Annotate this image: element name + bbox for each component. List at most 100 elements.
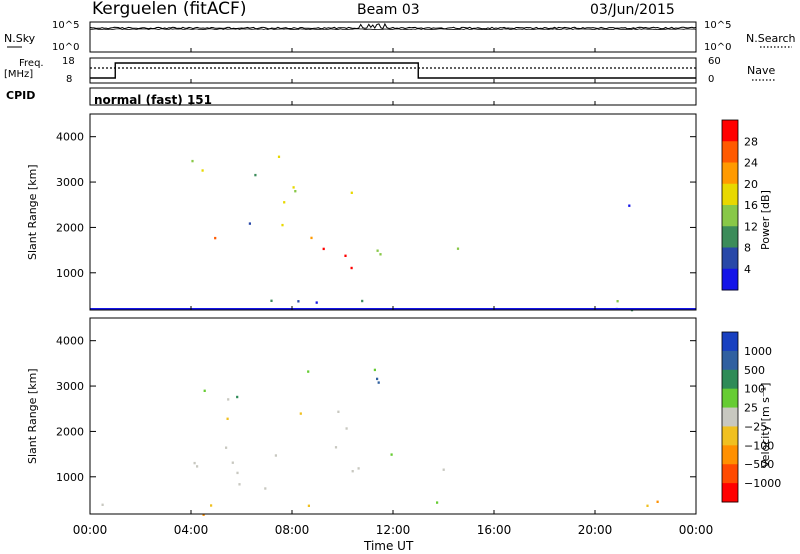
velocity-echo-cell xyxy=(236,471,239,475)
power-echo-cell xyxy=(616,300,619,303)
nave-tick-top: 60 xyxy=(708,56,721,67)
date-title: 03/Jun/2015 xyxy=(590,2,675,18)
power-echo-cell xyxy=(344,254,347,257)
power-echo-cell xyxy=(361,299,364,303)
power-echo-cell xyxy=(315,301,318,304)
velocity-echo-cell xyxy=(202,513,205,516)
velocity-colorbar-tick-label: −500 xyxy=(744,458,774,471)
velocity-ylabel: Slant Range [km] xyxy=(26,368,39,464)
power-colorbar-swatch xyxy=(722,141,738,163)
velocity-colorbar-swatch xyxy=(722,483,738,503)
freq-tick-top: 18 xyxy=(62,56,75,67)
power-colorbar-tick-label: 20 xyxy=(744,178,758,191)
time-tick-label: 08:00 xyxy=(275,523,310,537)
velocity-echo-layer xyxy=(101,368,659,516)
freq-tick-bottom: 8 xyxy=(66,74,72,85)
power-plot-background xyxy=(90,114,696,310)
power-colorbar-tick-label: 24 xyxy=(744,157,758,170)
power-echo-cell xyxy=(350,266,353,270)
power-colorbar-tick-label: 4 xyxy=(744,263,751,276)
velocity-colorbar-swatch xyxy=(722,426,738,446)
velocity-colorbar: 1000 500 100 25 −25 −100 −500 −1000 xyxy=(721,331,781,503)
power-ytick-label: 4000 xyxy=(56,131,84,144)
power-colorbar-tick-label: 8 xyxy=(744,242,751,255)
velocity-yaxis: 4000 3000 2000 1000 xyxy=(56,335,696,484)
noise-sky-series xyxy=(89,22,697,30)
velocity-echo-cell xyxy=(376,377,379,381)
velocity-echo-cell xyxy=(656,500,659,503)
power-echo-cell xyxy=(248,222,251,225)
noise-right-tick-top: 10^5 xyxy=(704,20,731,31)
velocity-colorbar-tick-label: 1000 xyxy=(744,345,772,358)
velocity-echo-cell xyxy=(390,453,393,456)
noise-right-tick-bottom: 10^0 xyxy=(704,42,731,53)
power-colorbar-label: Power [dB] xyxy=(759,190,772,250)
velocity-echo-cell xyxy=(373,368,376,372)
xaxis-label: Time UT xyxy=(363,539,414,553)
velocity-echo-cell xyxy=(345,427,348,430)
velocity-echo-cell xyxy=(203,389,206,392)
velocity-echo-cell xyxy=(225,446,228,449)
power-colorbar-swatch xyxy=(722,226,738,248)
velocity-colorbar-frame xyxy=(721,331,739,503)
velocity-ytick-label: 2000 xyxy=(56,425,84,438)
velocity-colorbar-tick-label: 100 xyxy=(744,383,765,396)
power-yaxis: 4000 3000 2000 1000 xyxy=(56,131,696,280)
velocity-echo-cell xyxy=(436,501,439,504)
power-colorbar-swatch xyxy=(722,268,738,291)
power-echo-cell xyxy=(292,186,295,189)
velocity-colorbar-tick-label: −1000 xyxy=(744,477,781,490)
power-ylabel: Slant Range [km] xyxy=(26,164,39,260)
power-echo-cell xyxy=(294,190,297,193)
velocity-echo-cell xyxy=(227,398,230,401)
velocity-colorbar-swatch xyxy=(722,350,738,371)
noise-right-label: N.Search xyxy=(746,32,796,45)
velocity-echo-cell xyxy=(337,410,340,413)
power-panel: 4000 3000 2000 1000 Slant Range [km] 28 24 20… xyxy=(26,113,772,312)
power-echo-cell xyxy=(201,169,204,172)
power-colorbar-tick-label: 28 xyxy=(744,135,758,148)
power-colorbar-tick-label: 16 xyxy=(744,199,758,212)
velocity-colorbar-swatch xyxy=(722,369,738,390)
power-ytick-label: 2000 xyxy=(56,221,84,234)
velocity-colorbar-tick-label: 25 xyxy=(744,402,758,415)
velocity-echo-cell xyxy=(101,503,104,506)
time-tick-label: 00:00 xyxy=(73,523,108,537)
velocity-colorbar-swatch xyxy=(722,332,738,352)
velocity-ytick-label: 4000 xyxy=(56,335,84,348)
noise-panel: N.Sky 10^5 10^0 10^5 10^0 N.Search xyxy=(4,20,796,53)
velocity-colorbar-swatch xyxy=(722,388,738,409)
velocity-echo-cell xyxy=(334,446,338,449)
noise-search-series xyxy=(89,28,697,31)
velocity-colorbar-tick-label: −25 xyxy=(744,420,767,433)
cpid-label: CPID xyxy=(6,89,35,102)
power-echo-cell xyxy=(214,236,217,240)
time-tick-label: 04:00 xyxy=(174,523,209,537)
power-echo-cell xyxy=(277,155,281,158)
velocity-echo-cell xyxy=(307,370,310,373)
velocity-colorbar-swatch xyxy=(722,464,738,484)
freq-label-1: Freq. xyxy=(19,58,44,69)
time-tick-label: 12:00 xyxy=(376,523,411,537)
velocity-colorbar-swatch xyxy=(722,445,738,465)
time-tick-label: 16:00 xyxy=(477,523,512,537)
power-echo-cell xyxy=(283,201,286,204)
power-echo-cell xyxy=(191,159,194,163)
power-echo-cell xyxy=(297,300,300,303)
power-colorbar-swatch xyxy=(722,162,738,185)
velocity-echo-cell xyxy=(299,412,302,415)
power-echo-cell xyxy=(270,299,273,302)
power-echo-cell xyxy=(379,253,382,256)
noise-left-tick-top: 10^5 xyxy=(52,20,79,31)
velocity-echo-cell xyxy=(357,467,360,470)
velocity-echo-cell xyxy=(351,470,354,473)
power-colorbar-swatch xyxy=(722,247,738,270)
velocity-colorbar-tick-label: 500 xyxy=(744,364,765,377)
noise-panel-frame xyxy=(89,21,697,53)
velocity-echo-cell xyxy=(646,504,649,507)
velocity-ytick-label: 1000 xyxy=(56,471,84,484)
velocity-echo-cell xyxy=(210,504,213,507)
velocity-ytick-label: 3000 xyxy=(56,380,84,393)
velocity-echo-cell xyxy=(274,454,277,457)
nave-tick-bottom: 0 xyxy=(708,74,714,85)
